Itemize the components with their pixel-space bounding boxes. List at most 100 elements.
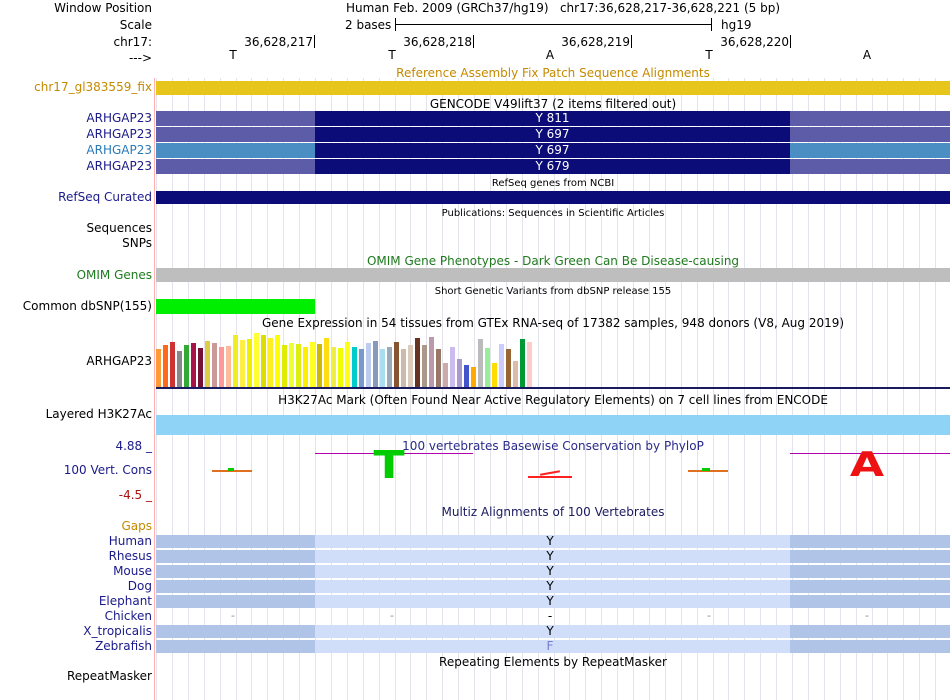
alignment-block[interactable] [790, 565, 950, 578]
coding-exon[interactable]: Y 679 [315, 159, 790, 174]
gtex-tissue-bar[interactable] [338, 348, 343, 387]
h3k27ac-label[interactable]: Layered H3K27Ac [45, 407, 152, 421]
gtex-tissue-bar[interactable] [429, 337, 434, 387]
gtex-tissue-bar[interactable] [254, 333, 259, 387]
refseq-feature[interactable] [156, 191, 950, 204]
utr-feature[interactable] [156, 159, 315, 174]
species-label[interactable]: X_tropicalis [83, 624, 152, 638]
gtex-tissue-bar[interactable] [226, 346, 231, 387]
sequences-label[interactable]: Sequences [86, 221, 152, 235]
species-label[interactable]: Rhesus [108, 549, 152, 563]
alignment-block[interactable] [156, 595, 315, 608]
alignment-block[interactable] [315, 580, 790, 593]
fix-patch-label[interactable]: chr17_gl383559_fix [34, 80, 152, 94]
gtex-tissue-bar[interactable] [212, 343, 217, 387]
species-label[interactable]: Elephant [98, 594, 152, 608]
gtex-tissue-bar[interactable] [324, 338, 329, 387]
gtex-tissue-bar[interactable] [380, 349, 385, 387]
utr-feature[interactable] [790, 111, 950, 126]
dbsnp-label[interactable]: Common dbSNP(155) [22, 299, 152, 313]
gtex-tissue-bar[interactable] [310, 342, 315, 387]
gtex-tissue-bar[interactable] [296, 344, 301, 387]
gtex-tissue-bar[interactable] [233, 335, 238, 387]
species-label[interactable]: Mouse [113, 564, 152, 578]
gtex-tissue-bar[interactable] [492, 363, 497, 387]
alignment-block[interactable] [156, 625, 315, 638]
gtex-tissue-bar[interactable] [464, 365, 469, 387]
alignment-block[interactable] [156, 640, 315, 653]
refseq-label[interactable]: RefSeq Curated [58, 190, 152, 204]
alignment-block[interactable] [315, 565, 790, 578]
gtex-tissue-bar[interactable] [513, 361, 518, 387]
gtex-tissue-bar[interactable] [282, 345, 287, 387]
alignment-block[interactable] [156, 550, 315, 563]
alignment-block[interactable] [790, 640, 950, 653]
gtex-bar-chart[interactable] [156, 330, 536, 387]
alignment-block[interactable] [315, 535, 790, 548]
gencode-item-label[interactable]: ARHGAP23 [86, 159, 152, 173]
coding-exon[interactable]: Y 697 [315, 143, 790, 158]
gencode-item-label[interactable]: ARHGAP23 [86, 111, 152, 125]
gtex-tissue-bar[interactable] [219, 347, 224, 387]
gtex-tissue-bar[interactable] [443, 363, 448, 387]
gtex-tissue-bar[interactable] [268, 338, 273, 387]
gtex-tissue-bar[interactable] [478, 339, 483, 387]
snps-label[interactable]: SNPs [122, 236, 152, 250]
gtex-tissue-bar[interactable] [303, 347, 308, 387]
gtex-tissue-bar[interactable] [422, 345, 427, 387]
dbsnp-feature[interactable] [156, 299, 315, 314]
omim-label[interactable]: OMIM Genes [76, 268, 152, 282]
alignment-block[interactable] [315, 595, 790, 608]
gtex-tissue-bar[interactable] [205, 341, 210, 387]
gencode-item-label[interactable]: ARHGAP23 [86, 143, 152, 157]
gtex-tissue-bar[interactable] [485, 348, 490, 387]
gtex-tissue-bar[interactable] [450, 347, 455, 387]
gtex-tissue-bar[interactable] [289, 343, 294, 387]
alignment-block[interactable] [790, 550, 950, 563]
gtex-tissue-bar[interactable] [401, 349, 406, 387]
alignment-block[interactable] [790, 625, 950, 638]
gtex-gene-label[interactable]: ARHGAP23 [86, 354, 152, 368]
alignment-block[interactable] [315, 625, 790, 638]
alignment-block[interactable] [156, 580, 315, 593]
utr-feature[interactable] [790, 127, 950, 142]
utr-feature[interactable] [790, 143, 950, 158]
gtex-tissue-bar[interactable] [436, 349, 441, 387]
gtex-tissue-bar[interactable] [163, 345, 168, 387]
conservation-label[interactable]: 100 Vert. Cons [63, 463, 152, 477]
repeatmasker-label[interactable]: RepeatMasker [66, 669, 152, 683]
fix-patch-feature[interactable] [156, 81, 950, 95]
gtex-tissue-bar[interactable] [506, 349, 511, 387]
gtex-tissue-bar[interactable] [177, 351, 182, 387]
gtex-tissue-bar[interactable] [527, 342, 532, 387]
omim-feature[interactable] [156, 268, 950, 282]
alignment-block[interactable] [790, 535, 950, 548]
utr-feature[interactable] [790, 159, 950, 174]
gtex-tissue-bar[interactable] [184, 345, 189, 387]
gtex-tissue-bar[interactable] [240, 340, 245, 387]
gtex-tissue-bar[interactable] [457, 359, 462, 387]
alignment-block[interactable] [790, 595, 950, 608]
coding-exon[interactable]: Y 811 [315, 111, 790, 126]
gtex-tissue-bar[interactable] [198, 348, 203, 387]
utr-feature[interactable] [156, 143, 315, 158]
gtex-tissue-bar[interactable] [387, 347, 392, 387]
alignment-block[interactable] [156, 565, 315, 578]
gtex-tissue-bar[interactable] [394, 342, 399, 387]
gencode-item-label[interactable]: ARHGAP23 [86, 127, 152, 141]
gtex-tissue-bar[interactable] [156, 349, 161, 387]
species-label[interactable]: Zebrafish [95, 639, 152, 653]
gtex-tissue-bar[interactable] [331, 347, 336, 387]
alignment-block[interactable] [315, 550, 790, 563]
alignment-block[interactable] [315, 640, 790, 653]
utr-feature[interactable] [156, 111, 315, 126]
gtex-tissue-bar[interactable] [317, 344, 322, 387]
gtex-tissue-bar[interactable] [415, 338, 420, 387]
species-label[interactable]: Dog [127, 579, 152, 593]
gtex-tissue-bar[interactable] [408, 345, 413, 387]
gtex-tissue-bar[interactable] [499, 344, 504, 387]
utr-feature[interactable] [156, 127, 315, 142]
gtex-tissue-bar[interactable] [170, 342, 175, 387]
gtex-tissue-bar[interactable] [359, 349, 364, 387]
gtex-tissue-bar[interactable] [366, 343, 371, 387]
